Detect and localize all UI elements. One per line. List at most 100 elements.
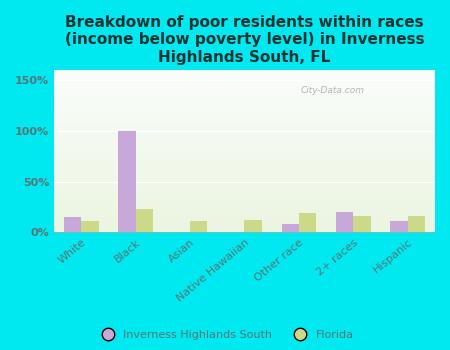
Bar <box>54 154 435 155</box>
Bar <box>54 135 435 136</box>
Bar <box>54 95 435 96</box>
Bar <box>54 220 435 221</box>
Bar <box>54 76 435 77</box>
Bar <box>54 211 435 212</box>
Bar <box>54 176 435 177</box>
Bar <box>54 165 435 166</box>
Bar <box>54 174 435 175</box>
Bar <box>54 102 435 103</box>
Bar <box>54 219 435 220</box>
Bar <box>54 212 435 213</box>
Bar <box>54 149 435 150</box>
Bar <box>54 142 435 143</box>
Bar <box>54 164 435 165</box>
Bar <box>54 205 435 206</box>
Title: Breakdown of poor residents within races
(income below poverty level) in Inverne: Breakdown of poor residents within races… <box>65 15 424 65</box>
Bar <box>54 177 435 178</box>
Bar <box>54 138 435 139</box>
Bar <box>54 189 435 190</box>
Bar <box>54 224 435 225</box>
Bar <box>54 114 435 115</box>
Bar <box>299 213 316 232</box>
Bar <box>54 184 435 185</box>
Bar <box>54 172 435 173</box>
Bar <box>118 131 135 232</box>
Bar <box>54 103 435 104</box>
Bar <box>54 182 435 183</box>
Bar <box>54 91 435 92</box>
Bar <box>54 97 435 98</box>
Bar <box>54 70 435 71</box>
Bar <box>54 195 435 196</box>
Legend: Inverness Highlands South, Florida: Inverness Highlands South, Florida <box>92 326 358 344</box>
Bar <box>54 152 435 153</box>
Bar <box>54 208 435 209</box>
Bar <box>54 87 435 88</box>
Bar <box>54 214 435 215</box>
Bar <box>54 108 435 109</box>
Bar <box>54 147 435 148</box>
Bar <box>54 153 435 154</box>
Bar <box>54 75 435 76</box>
Bar <box>54 84 435 85</box>
Bar <box>54 96 435 97</box>
Bar <box>54 173 435 174</box>
Bar <box>54 183 435 184</box>
Bar <box>54 188 435 189</box>
Bar <box>54 77 435 78</box>
Bar <box>54 196 435 197</box>
Bar <box>54 180 435 181</box>
Bar <box>54 131 435 132</box>
Bar <box>54 166 435 167</box>
Bar <box>54 121 435 122</box>
Bar <box>190 221 207 232</box>
Bar <box>54 157 435 158</box>
Bar <box>54 72 435 74</box>
Bar <box>54 190 435 191</box>
Bar <box>54 206 435 207</box>
Bar <box>54 227 435 228</box>
Bar <box>54 231 435 232</box>
Bar <box>54 111 435 112</box>
Bar <box>54 175 435 176</box>
Bar <box>54 100 435 101</box>
Bar <box>54 106 435 107</box>
Bar <box>54 146 435 147</box>
Bar <box>54 148 435 149</box>
Bar <box>54 120 435 121</box>
Bar <box>54 85 435 86</box>
Bar <box>81 221 99 232</box>
Bar <box>54 221 435 222</box>
Bar <box>54 187 435 188</box>
Bar <box>54 112 435 113</box>
Bar <box>54 139 435 140</box>
Bar <box>54 141 435 142</box>
Bar <box>54 193 435 194</box>
Bar <box>54 169 435 170</box>
Bar <box>54 94 435 95</box>
Bar <box>54 144 435 145</box>
Bar <box>54 128 435 130</box>
Bar <box>54 86 435 87</box>
Bar <box>54 123 435 124</box>
Bar <box>54 209 435 210</box>
Bar <box>54 216 435 217</box>
Bar <box>54 210 435 211</box>
Bar <box>54 126 435 127</box>
Bar <box>54 200 435 201</box>
Bar <box>54 159 435 160</box>
Bar <box>54 113 435 114</box>
Bar <box>54 160 435 161</box>
Bar <box>54 158 435 159</box>
Bar <box>54 181 435 182</box>
Bar <box>54 150 435 151</box>
Bar <box>54 215 435 216</box>
Bar <box>54 124 435 125</box>
Bar <box>54 179 435 180</box>
Bar <box>54 101 435 102</box>
Bar <box>54 74 435 75</box>
Bar <box>54 127 435 128</box>
Bar <box>54 89 435 90</box>
Bar <box>54 109 435 110</box>
Bar <box>54 94 435 95</box>
